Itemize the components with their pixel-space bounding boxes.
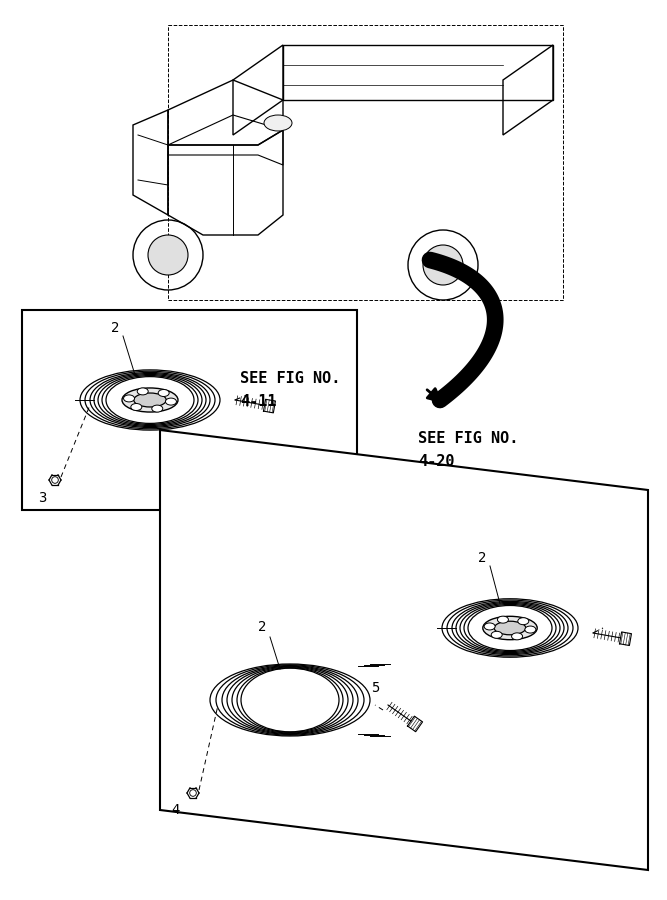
Text: 4: 4 [171, 803, 179, 817]
Text: 2: 2 [478, 551, 486, 565]
Ellipse shape [484, 623, 495, 630]
Ellipse shape [148, 235, 188, 275]
Ellipse shape [512, 633, 522, 640]
Polygon shape [160, 430, 648, 870]
Text: SEE FIG NO.
4-20: SEE FIG NO. 4-20 [418, 431, 518, 469]
Ellipse shape [518, 617, 529, 625]
Text: 2: 2 [111, 321, 119, 335]
Ellipse shape [423, 245, 463, 285]
Ellipse shape [158, 390, 169, 397]
Bar [22, 310, 357, 510]
Text: 2: 2 [258, 620, 266, 634]
Ellipse shape [137, 388, 148, 395]
Ellipse shape [498, 616, 508, 623]
Ellipse shape [483, 616, 537, 640]
Text: SEE FIG NO.
4-11: SEE FIG NO. 4-11 [240, 372, 340, 409]
Text: 5: 5 [371, 681, 379, 695]
Ellipse shape [131, 403, 142, 410]
Ellipse shape [525, 626, 536, 633]
Ellipse shape [122, 388, 178, 412]
Ellipse shape [134, 393, 166, 407]
Text: 3: 3 [38, 491, 46, 505]
Ellipse shape [264, 115, 292, 131]
Ellipse shape [152, 405, 163, 412]
Ellipse shape [123, 395, 135, 402]
Ellipse shape [491, 631, 502, 638]
Ellipse shape [165, 398, 177, 405]
Ellipse shape [494, 621, 526, 634]
